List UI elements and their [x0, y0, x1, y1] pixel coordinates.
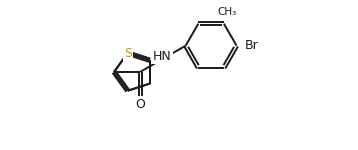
Text: O: O [135, 98, 145, 111]
Text: CH₃: CH₃ [217, 7, 236, 17]
Text: S: S [124, 46, 132, 60]
Text: Br: Br [245, 39, 258, 52]
Text: HN: HN [153, 50, 172, 63]
